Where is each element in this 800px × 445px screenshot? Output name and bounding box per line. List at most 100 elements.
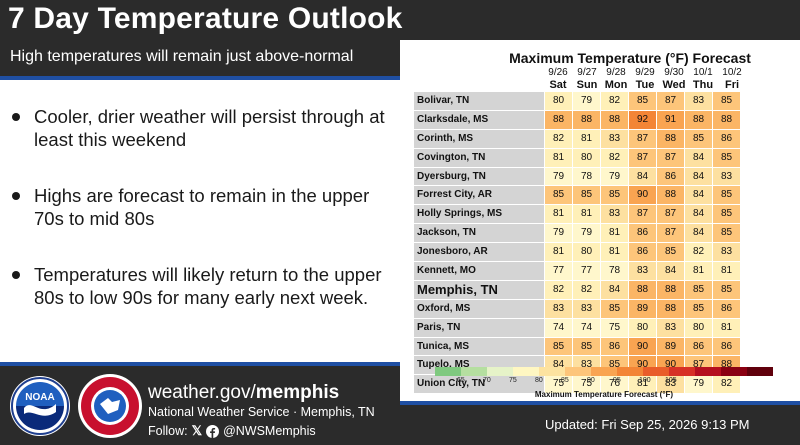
temp-cell: 85 (572, 337, 600, 356)
bullet-item: Cooler, drier weather will persist throu… (12, 105, 392, 151)
office-name: National Weather Service · Memphis, TN (148, 405, 375, 419)
table-row: Covington, TN 81 80 82 87 87 84 85 (414, 148, 740, 168)
temp-cell: 90 (628, 186, 656, 205)
noaa-logo-text: NOAA (25, 392, 54, 403)
day-date: 10/1 (693, 67, 713, 78)
temp-cell: 84 (628, 167, 656, 186)
temp-cell: 81 (712, 318, 740, 337)
temp-cell: 81 (572, 205, 600, 224)
legend-swatch (721, 367, 747, 376)
city-label: Tunica, MS (414, 337, 544, 356)
temp-cell: 82 (684, 243, 712, 262)
chart-title: Maximum Temperature (°F) Forecast (509, 50, 751, 66)
temp-cell: 83 (628, 262, 656, 280)
legend-swatch (617, 367, 643, 376)
bullet-text: Cooler, drier weather will persist throu… (34, 106, 385, 150)
table-row: Kennett, MO 77 77 78 83 84 81 81 (414, 262, 740, 281)
temp-cell: 83 (544, 299, 572, 318)
city-label: Clarksdale, MS (414, 110, 544, 129)
day-header: 9/29 Tue (631, 67, 659, 91)
temp-cell: 75 (600, 318, 628, 337)
temp-cell: 86 (628, 243, 656, 262)
city-label: Covington, TN (414, 148, 544, 167)
day-header: 10/1 Thu (689, 67, 717, 91)
day-date: 9/27 (577, 67, 597, 78)
x-icon[interactable]: 𝕏 (191, 423, 203, 438)
table-row: Jonesboro, AR 81 80 81 86 85 82 83 (414, 243, 740, 263)
temp-cell: 87 (656, 148, 684, 167)
temp-cell: 85 (712, 92, 740, 110)
temp-cell: 84 (684, 186, 712, 205)
temp-cell: 88 (656, 186, 684, 205)
temp-cell: 85 (684, 280, 712, 299)
day-name: Thu (692, 79, 714, 91)
temp-cell: 87 (628, 205, 656, 224)
temp-cell: 81 (544, 243, 572, 262)
temp-cell: 85 (628, 92, 656, 110)
legend-swatch (539, 367, 565, 376)
legend-tick-label: 95 (613, 377, 621, 384)
bullet-dot-icon (12, 113, 20, 121)
city-label: Holly Springs, MS (414, 205, 544, 224)
facebook-icon[interactable] (206, 424, 220, 438)
temp-cell: 79 (544, 167, 572, 186)
forecast-panel: Maximum Temperature (°F) Forecast 9/26 Sa… (400, 40, 800, 403)
temp-cell: 92 (628, 110, 656, 129)
temp-cell: 74 (572, 318, 600, 337)
temp-cell: 81 (600, 224, 628, 243)
legend-tick-label: 70 (483, 377, 491, 384)
day-header: 9/27 Sun (573, 67, 601, 91)
temp-cell: 79 (572, 224, 600, 243)
temp-cell: 87 (656, 224, 684, 243)
legend-tick-label: 85 (561, 377, 569, 384)
bullet-text: Highs are forecast to remain in the uppe… (34, 185, 370, 229)
temp-cell: 85 (600, 186, 628, 205)
updated-timestamp: Updated: Fri Sep 25, 2026 9:13 PM (545, 417, 750, 432)
temp-cell: 84 (684, 224, 712, 243)
social-handle[interactable]: @NWSMemphis (223, 424, 316, 438)
temp-cell: 88 (684, 110, 712, 129)
website-link[interactable]: weather.gov/memphis (148, 382, 339, 404)
temp-cell: 90 (628, 337, 656, 356)
bullet-item: Temperatures will likely return to the u… (12, 263, 392, 309)
temp-cell: 85 (712, 205, 740, 224)
table-row: Jackson, TN 79 79 81 86 87 84 85 (414, 224, 740, 244)
temp-cell: 79 (544, 224, 572, 243)
temp-cell: 89 (628, 299, 656, 318)
temp-cell: 80 (572, 243, 600, 262)
temp-cell: 83 (656, 375, 684, 394)
temp-cell: 75 (544, 375, 572, 394)
temp-cell: 81 (600, 243, 628, 262)
temp-cell: 86 (628, 224, 656, 243)
temp-cell: 88 (656, 280, 684, 299)
website-bold: memphis (255, 382, 340, 403)
legend: 65 70 75 80 85 90 95 100 105 Maximum Temperature… (435, 367, 773, 399)
page-subtitle: High temperatures will remain just above… (10, 48, 354, 65)
temp-cell: 85 (544, 186, 572, 205)
legend-swatch (643, 367, 669, 376)
temp-cell: 81 (572, 129, 600, 148)
city-label: Kennett, MO (414, 262, 544, 280)
table-row: Tunica, MS 85 85 86 90 89 86 86 (414, 337, 740, 357)
temp-cell: 80 (572, 148, 600, 167)
city-label: Memphis, TN (414, 280, 544, 299)
temp-cell: 85 (712, 186, 740, 205)
temp-cell: 79 (600, 167, 628, 186)
table-row: Paris, TN 74 74 75 80 83 80 81 (414, 318, 740, 338)
temp-cell: 76 (600, 375, 628, 394)
legend-swatch (747, 367, 773, 376)
city-label: Paris, TN (414, 318, 544, 337)
noaa-logo: NOAA (10, 376, 70, 436)
temp-cell: 85 (656, 243, 684, 262)
temp-cell: 83 (712, 243, 740, 262)
social-follow: Follow: 𝕏 @NWSMemphis (148, 423, 316, 439)
day-date: 10/2 (722, 67, 742, 78)
temp-cell: 74 (544, 318, 572, 337)
temp-cell: 86 (712, 299, 740, 318)
city-label: Union City, TN (414, 375, 544, 394)
legend-swatch (435, 367, 461, 376)
temp-cell: 79 (684, 375, 712, 394)
day-name: Fri (724, 79, 740, 91)
temp-cell: 82 (544, 129, 572, 148)
legend-swatch (591, 367, 617, 376)
